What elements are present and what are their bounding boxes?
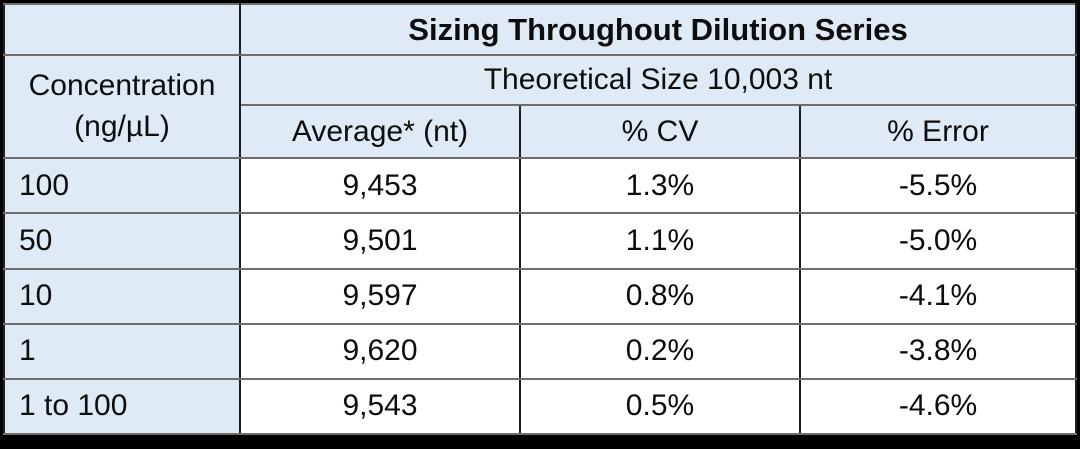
concentration-cell: 10 <box>3 267 241 325</box>
table-subtitle: Theoretical Size 10,003 nt <box>238 54 1078 107</box>
error-cell: -5.0% <box>798 212 1078 270</box>
table-row: 1 to 100 9,543 0.5% -4.6% <box>3 377 1078 436</box>
cv-cell: 0.8% <box>519 267 801 325</box>
table-row: 100 9,453 1.3% -5.5% <box>3 157 1078 215</box>
col-header-error: % Error <box>798 104 1078 160</box>
error-cell: -4.6% <box>798 377 1078 436</box>
cv-cell: 0.5% <box>519 377 801 436</box>
average-cell: 9,597 <box>239 267 521 325</box>
average-cell: 9,453 <box>239 157 521 215</box>
row-header-line1: Concentration <box>28 69 216 103</box>
error-cell: -4.1% <box>798 267 1078 325</box>
cv-cell: 1.3% <box>519 157 801 215</box>
col-header-average: Average* (nt) <box>239 104 521 160</box>
subtitle-row: Concentration (ng/µL) Theoretical Size 1… <box>3 54 1078 160</box>
cv-cell: 1.1% <box>519 212 801 270</box>
table-row: 10 9,597 0.8% -4.1% <box>3 267 1078 325</box>
concentration-cell: 1 <box>3 322 241 380</box>
table-title: Sizing Throughout Dilution Series <box>238 2 1078 57</box>
column-header-row: Average* (nt) % CV % Error <box>4 104 1078 160</box>
sizing-dilution-table: Sizing Throughout Dilution Series Concen… <box>3 2 1078 436</box>
concentration-cell: 100 <box>3 157 241 215</box>
col-header-cv: % CV <box>519 104 801 160</box>
error-cell: -5.5% <box>798 157 1078 215</box>
average-cell: 9,620 <box>239 322 521 380</box>
table-row: 1 9,620 0.2% -3.8% <box>3 322 1078 380</box>
table-row: 50 9,501 1.1% -5.0% <box>3 212 1078 270</box>
row-header-line2: (ng/µL) <box>74 109 170 143</box>
error-cell: -3.8% <box>798 322 1078 380</box>
title-row: Sizing Throughout Dilution Series <box>3 2 1078 57</box>
corner-empty-cell <box>3 2 241 57</box>
average-cell: 9,501 <box>239 212 521 270</box>
average-cell: 9,543 <box>239 377 521 436</box>
cv-cell: 0.2% <box>519 322 801 380</box>
concentration-cell: 50 <box>3 212 241 270</box>
row-header-cell: Concentration (ng/µL) <box>3 54 241 160</box>
concentration-cell: 1 to 100 <box>3 377 241 436</box>
